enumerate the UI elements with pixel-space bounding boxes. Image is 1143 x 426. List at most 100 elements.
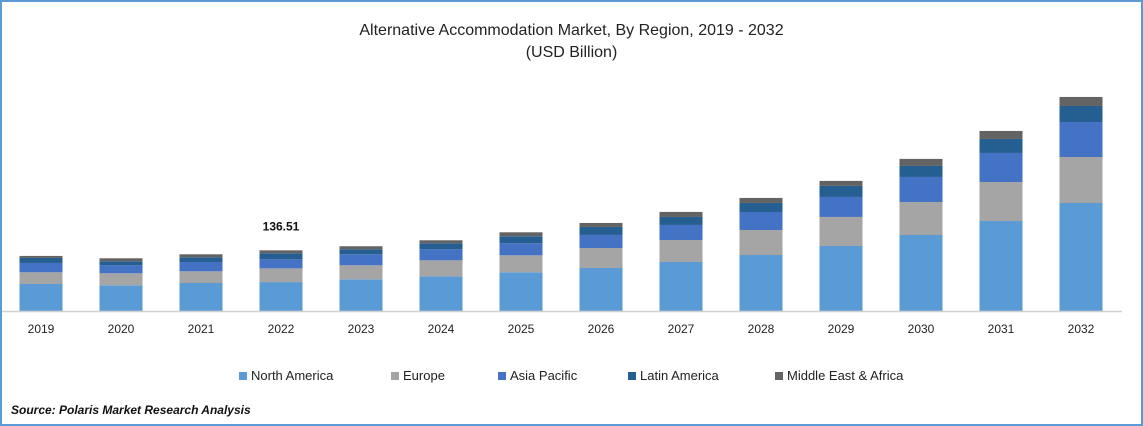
bar-segment-2029-asia-pacific bbox=[819, 196, 863, 217]
bar-segment-2020-europe bbox=[99, 273, 143, 286]
chart-subtitle: (USD Billion) bbox=[525, 44, 618, 61]
legend-item-north-america: North America bbox=[239, 368, 333, 383]
legend-label: Latin America bbox=[640, 368, 719, 383]
x-tick-label: 2032 bbox=[1068, 322, 1095, 336]
bar-segment-2026-middle-east-africa bbox=[579, 222, 623, 227]
bar-segment-2022-latin-america bbox=[259, 253, 303, 260]
x-tick-label: 2030 bbox=[908, 322, 935, 336]
bar-segment-2027-north-america bbox=[659, 261, 703, 311]
bar-segment-2019-asia-pacific bbox=[19, 262, 63, 273]
legend-item-latin-america: Latin America bbox=[628, 368, 719, 383]
bar-segment-2032-middle-east-africa bbox=[1059, 96, 1103, 106]
legend-label: Middle East & Africa bbox=[787, 368, 904, 383]
bar-segment-2028-latin-america bbox=[739, 202, 783, 212]
bar-segment-2032-north-america bbox=[1059, 203, 1103, 311]
bar-segment-2026-asia-pacific bbox=[579, 234, 623, 248]
bar-segment-2031-europe bbox=[979, 181, 1023, 221]
bar-segment-2021-asia-pacific bbox=[179, 261, 223, 272]
bar-segment-2025-latin-america bbox=[499, 236, 543, 244]
bar-segment-2024-north-america bbox=[419, 276, 463, 311]
bar-segment-2023-latin-america bbox=[339, 249, 383, 255]
legend-item-middle-east-africa: Middle East & Africa bbox=[775, 368, 903, 383]
bar-segment-2026-europe bbox=[579, 247, 623, 268]
bar-segment-2019-north-america bbox=[19, 283, 63, 311]
bar-segment-2024-latin-america bbox=[419, 243, 463, 250]
x-tick-label: 2027 bbox=[668, 322, 695, 336]
bar-segment-2021-middle-east-africa bbox=[179, 254, 223, 258]
legend-swatch bbox=[391, 371, 399, 380]
legend-swatch bbox=[628, 371, 636, 380]
bar-segment-2029-north-america bbox=[819, 245, 863, 311]
bar-segment-2023-north-america bbox=[339, 279, 383, 311]
x-tick-label: 2021 bbox=[188, 322, 215, 336]
bar-segment-2031-north-america bbox=[979, 221, 1023, 311]
bar-segment-2022-europe bbox=[259, 268, 303, 283]
bar-chart: 2019 2020 2021 2022 136.51 2023 2024 2025 2026 20… bbox=[2, 96, 1122, 336]
bar-segment-2022-asia-pacific bbox=[259, 259, 303, 269]
legend-swatch bbox=[775, 371, 783, 380]
bar-segment-2031-latin-america bbox=[979, 138, 1023, 153]
bar-segment-2027-europe bbox=[659, 239, 703, 262]
bar-segment-2025-north-america bbox=[499, 272, 543, 311]
bar-segment-2022-middle-east-africa bbox=[259, 250, 303, 254]
legend-swatch bbox=[239, 371, 247, 380]
x-tick-label: 2031 bbox=[988, 322, 1015, 336]
legend: North America Europe Asia Pacific Latin … bbox=[2, 368, 1141, 388]
legend-item-europe: Europe bbox=[391, 368, 445, 383]
legend-item-asia-pacific: Asia Pacific bbox=[498, 368, 577, 383]
legend-swatch bbox=[498, 371, 506, 380]
bar-segment-2023-middle-east-africa bbox=[339, 246, 383, 250]
bar-segment-2030-north-america bbox=[899, 235, 943, 311]
bar-segment-2021-latin-america bbox=[179, 257, 223, 262]
bar-segment-2020-north-america bbox=[99, 285, 143, 311]
bar-segment-2025-asia-pacific bbox=[499, 243, 543, 256]
x-tick-label: 2023 bbox=[348, 322, 375, 336]
bar-segment-2026-latin-america bbox=[579, 226, 623, 235]
bar-segment-2027-latin-america bbox=[659, 216, 703, 225]
bar-segment-2026-north-america bbox=[579, 267, 623, 311]
chart-title: Alternative Accommodation Market, By Reg… bbox=[359, 22, 784, 39]
bar-segment-2024-middle-east-africa bbox=[419, 240, 463, 244]
bar-segment-2020-latin-america bbox=[99, 261, 143, 266]
bar-segment-2024-asia-pacific bbox=[419, 249, 463, 261]
bar-segment-2029-latin-america bbox=[819, 185, 863, 197]
bar-segment-2021-europe bbox=[179, 271, 223, 283]
source-note: Source: Polaris Market Research Analysis bbox=[11, 403, 251, 417]
x-tick-label: 2025 bbox=[508, 322, 535, 336]
bar-segment-2032-europe bbox=[1059, 157, 1103, 203]
bar-segment-2025-europe bbox=[499, 255, 543, 273]
x-tick-label: 2020 bbox=[108, 322, 135, 336]
x-tick-label: 2019 bbox=[28, 322, 55, 336]
legend-label: Europe bbox=[403, 368, 445, 383]
bar-segment-2023-asia-pacific bbox=[339, 254, 383, 266]
bar-segment-2032-asia-pacific bbox=[1059, 121, 1103, 157]
bar-segment-2025-middle-east-africa bbox=[499, 232, 543, 237]
data-label: 136.51 bbox=[263, 219, 300, 233]
bar-segment-2030-latin-america bbox=[899, 165, 943, 177]
bar-segment-2032-latin-america bbox=[1059, 105, 1103, 122]
x-tick-label: 2026 bbox=[588, 322, 615, 336]
bar-segment-2022-north-america bbox=[259, 282, 303, 311]
bar-segment-2023-europe bbox=[339, 265, 383, 280]
bar-segment-2028-europe bbox=[739, 229, 783, 255]
bar-segment-2028-middle-east-africa bbox=[739, 197, 783, 203]
bar-segment-2030-europe bbox=[899, 201, 943, 235]
bar-segment-2030-asia-pacific bbox=[899, 176, 943, 202]
bar-segment-2019-latin-america bbox=[19, 257, 63, 263]
x-tick-label: 2029 bbox=[828, 322, 855, 336]
bar-segment-2020-asia-pacific bbox=[99, 265, 143, 274]
x-tick-label: 2022 bbox=[268, 322, 295, 336]
bar-segment-2028-asia-pacific bbox=[739, 211, 783, 230]
bar-segment-2031-middle-east-africa bbox=[979, 130, 1023, 139]
x-tick-label: 2024 bbox=[428, 322, 455, 336]
bar-segment-2021-north-america bbox=[179, 283, 223, 311]
bar-segment-2024-europe bbox=[419, 260, 463, 277]
bar-segment-2019-middle-east-africa bbox=[19, 255, 63, 258]
bar-segment-2019-europe bbox=[19, 272, 63, 284]
bar-segment-2031-asia-pacific bbox=[979, 152, 1023, 182]
bar-segment-2020-middle-east-africa bbox=[99, 258, 143, 262]
bar-segment-2027-asia-pacific bbox=[659, 224, 703, 240]
legend-label: North America bbox=[251, 368, 334, 383]
legend-label: Asia Pacific bbox=[510, 368, 578, 383]
